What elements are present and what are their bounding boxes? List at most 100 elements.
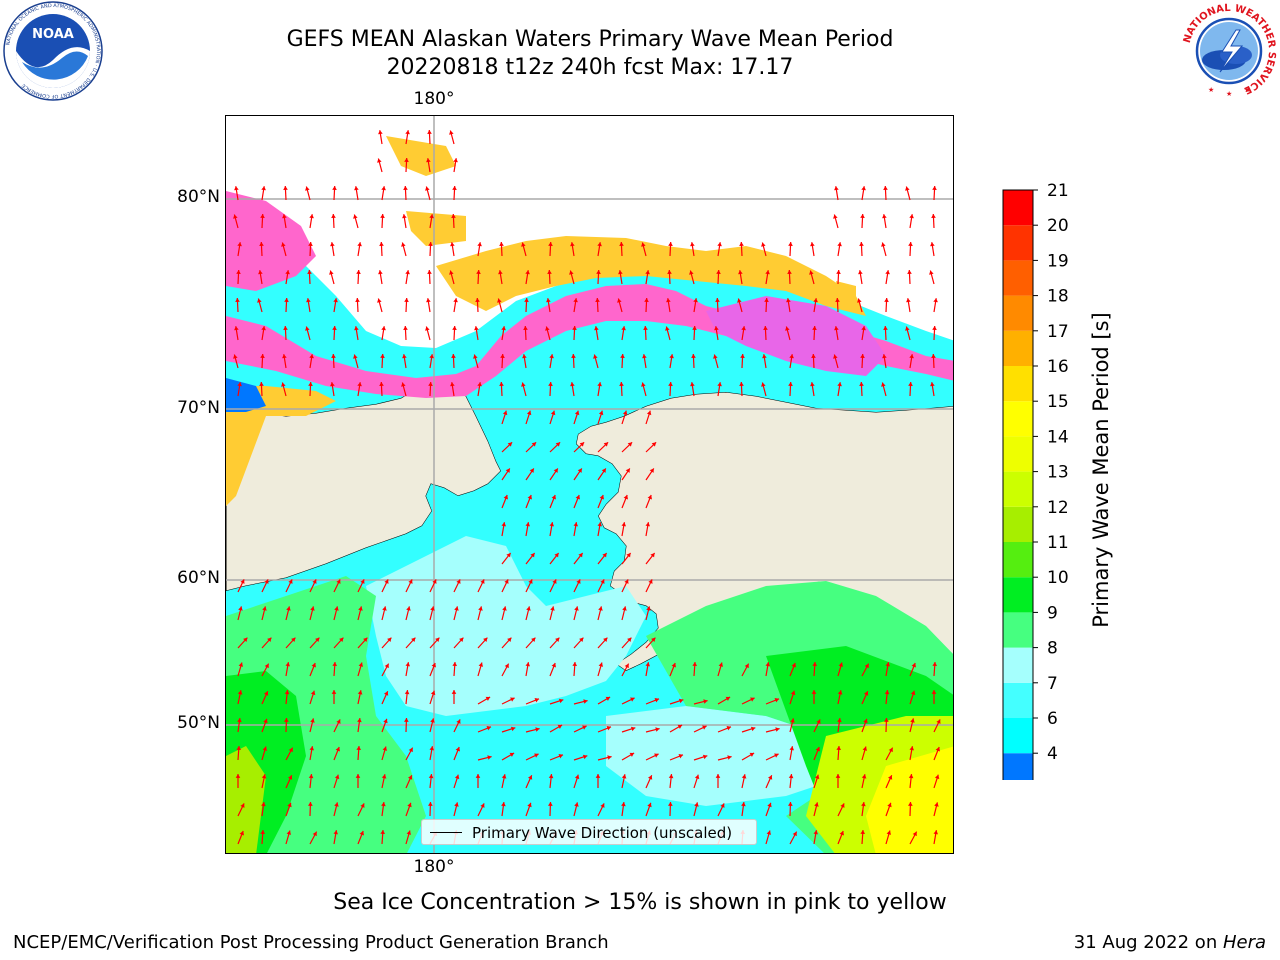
wave-vector-head: [332, 186, 337, 190]
wave-vector-head: [624, 579, 629, 584]
colorbar-tick-label: 8: [1047, 639, 1058, 659]
wave-vector-head: [694, 802, 699, 807]
wave-vector-head: [765, 270, 770, 275]
colorbar-tick-label: 14: [1047, 427, 1069, 447]
wave-vector-head: [668, 382, 673, 386]
wave-vector-head: [619, 382, 624, 386]
wave-vector-head: [694, 774, 700, 780]
wave-vector-head: [741, 802, 746, 807]
colorbar-tick-label: 20: [1047, 216, 1069, 236]
wave-vector-head: [525, 270, 530, 275]
wave-vector-head: [237, 690, 243, 695]
wave-vector-head: [427, 130, 432, 134]
wave-vector-head: [908, 382, 913, 386]
wave-vector-head: [282, 214, 287, 219]
wave-vector-head: [403, 326, 408, 330]
wave-vector-head: [905, 186, 910, 191]
wave-vector-head: [933, 830, 938, 835]
wave-vector-head: [333, 830, 338, 835]
wave-vector-head: [330, 242, 335, 247]
wave-vector-head: [521, 242, 526, 247]
wave-vector-head: [474, 326, 479, 331]
wave-vector-head: [238, 662, 243, 667]
wave-vector-head: [750, 726, 756, 732]
legend-line-sample: [430, 832, 462, 833]
wave-vector-head: [531, 637, 536, 642]
wave-vector-head: [363, 637, 368, 642]
wave-vector-head: [720, 803, 725, 808]
wave-vector-head: [860, 214, 865, 218]
wave-vector-head: [456, 719, 461, 724]
wave-vector-head: [425, 326, 430, 331]
wave-vector-head: [864, 691, 869, 696]
wave-vector-head: [546, 298, 551, 303]
wave-vector-head: [692, 662, 697, 666]
wave-vector-head: [510, 697, 515, 702]
colorbar: 2 4 6 7 8 9 10 11 12 13 14 15 16 17 18 19 20 21: [1002, 181, 1069, 780]
wave-vector-head: [240, 803, 245, 808]
wave-vector-head: [427, 270, 432, 274]
wave-vector-head: [405, 130, 410, 135]
wave-vector-head: [605, 696, 611, 701]
wave-vector-head: [715, 774, 721, 778]
wave-vector-head: [595, 298, 600, 302]
wave-vector-head: [353, 214, 358, 219]
wave-vector-head: [309, 354, 314, 359]
wave-vector-head: [456, 579, 461, 584]
wave-vector-head: [357, 382, 362, 387]
wave-vector-head: [381, 802, 386, 807]
wave-vector-head: [429, 354, 434, 359]
wave-vector-head: [502, 410, 508, 416]
wave-vector-head: [406, 606, 411, 611]
wave-vector-head: [595, 774, 601, 778]
wave-vector-head: [788, 802, 793, 806]
wave-vector-head: [259, 242, 264, 246]
wave-vector-head: [429, 214, 434, 219]
wave-vector-head: [598, 662, 603, 667]
wave-vector-head: [641, 382, 646, 387]
wave-vector-head: [665, 326, 670, 331]
wave-vector-head: [651, 637, 656, 642]
wave-vector-head: [596, 270, 601, 274]
wave-vector-head: [450, 382, 455, 387]
wave-vector-head: [526, 606, 531, 611]
wave-vector-head: [740, 354, 745, 358]
wave-vector-head: [380, 214, 385, 218]
wave-vector-head: [288, 579, 293, 584]
wave-vector-head: [859, 242, 864, 246]
wave-vector-head: [237, 718, 242, 723]
wave-vector-head: [286, 830, 291, 835]
wave-vector-head: [498, 270, 503, 275]
wave-vector-head: [525, 662, 530, 667]
wave-vector-head: [259, 382, 264, 386]
wave-vector-head: [432, 579, 437, 584]
wave-vector-head: [264, 691, 269, 696]
wave-vector-head: [528, 579, 533, 584]
wave-vector-head: [860, 830, 865, 834]
wave-vector-head: [534, 698, 539, 703]
wave-vector-head: [785, 326, 790, 331]
wave-vector-head: [883, 326, 888, 330]
wave-vector-head: [449, 130, 454, 135]
wave-vector-head: [310, 690, 316, 696]
wave-vector-head: [931, 354, 936, 358]
wave-vector-head: [911, 663, 916, 668]
wave-vector-head: [809, 270, 814, 275]
wave-vector-head: [260, 830, 265, 834]
svg-text:★: ★: [1208, 86, 1214, 94]
wave-vector-head: [718, 662, 723, 667]
wave-vector-head: [524, 298, 529, 302]
wave-vector-head: [381, 186, 386, 191]
wave-vector-head: [525, 522, 530, 527]
wave-vector-head: [310, 606, 315, 611]
lat-label-50: 50°N: [177, 713, 220, 733]
colorbar-segment: [1003, 260, 1033, 296]
wave-vector-head: [623, 495, 628, 500]
wave-vector-head: [497, 298, 502, 303]
wave-vector-head: [333, 298, 338, 303]
wave-vector-head: [576, 579, 581, 584]
wave-vector-head: [454, 774, 460, 780]
wave-vector-head: [480, 803, 485, 808]
wave-vector-head: [359, 831, 364, 836]
colorbar-tick-label: 2: [1047, 779, 1058, 780]
